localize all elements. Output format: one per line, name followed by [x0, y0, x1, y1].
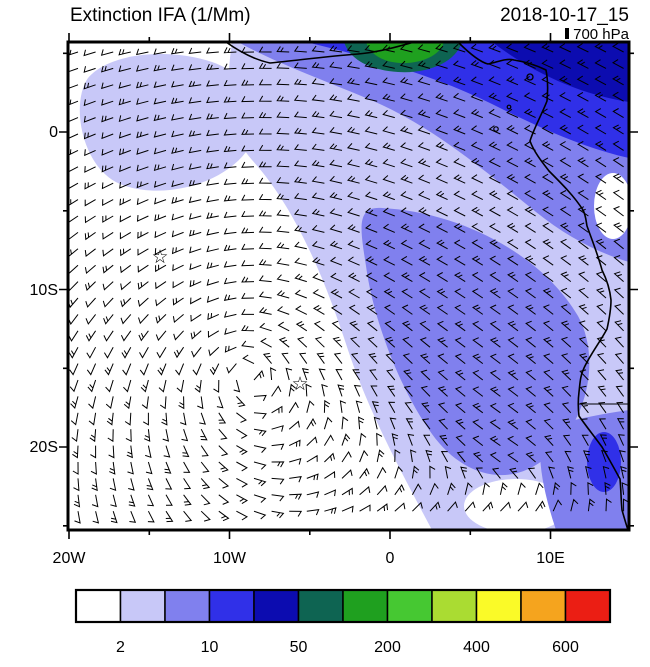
- axis-ticks: [59, 33, 638, 539]
- colorbar-label: 400: [463, 639, 490, 656]
- colorbar-cell: [431, 589, 478, 623]
- colorbar-label: 2: [116, 639, 125, 656]
- colorbar-label: 600: [552, 639, 579, 656]
- colorbar-label: 50: [290, 639, 308, 656]
- x-tick-label-20w: 20W: [53, 550, 87, 567]
- field-level-50-top-right: [492, 42, 629, 102]
- colorbar-cell: [520, 589, 567, 623]
- colorbar-cell: [564, 589, 611, 623]
- field-level-2-northwest-blob: [79, 54, 259, 191]
- field-clear-patch-south: [464, 479, 568, 530]
- x-tick-label-0: 0: [386, 550, 395, 567]
- island-bioko: [526, 73, 534, 81]
- marker-star-1: ☆: [151, 247, 168, 268]
- colorbar-cell: [386, 589, 433, 623]
- colorbar-cell: [342, 589, 389, 623]
- y-tick-label-10s: 10S: [30, 282, 58, 299]
- y-tick-label-0: 0: [49, 124, 58, 141]
- marker-star-2: ☆: [291, 374, 308, 395]
- map-frame: [66, 40, 631, 532]
- colorbar-cell: [253, 589, 300, 623]
- colorbar-cell: [75, 589, 122, 623]
- x-tick-label-10e: 10E: [536, 550, 564, 567]
- colorbar-cell: [475, 589, 522, 623]
- colorbar-cell: [208, 589, 255, 623]
- colorbar: 2 10 50 200 400 600: [74, 588, 612, 656]
- plot-datetime: 2018-10-17_15: [500, 5, 629, 26]
- island-sao-tome: [493, 126, 499, 132]
- pressure-level-label: 700 hPa: [573, 26, 630, 43]
- level-marker-icon: [565, 28, 569, 39]
- y-tick-label-20s: 20S: [30, 439, 58, 456]
- colorbar-cell: [164, 589, 211, 623]
- colorbar-label: 10: [201, 639, 219, 656]
- island-principe: [506, 104, 512, 110]
- x-tick-label-10w: 10W: [213, 550, 247, 567]
- wind-barb-layer: [68, 42, 629, 524]
- colorbar-outline: [74, 588, 612, 624]
- plot-title: Extinction IFA (1/Mm): [70, 5, 251, 26]
- colorbar-cell: [119, 589, 166, 623]
- wind-barbs: [68, 42, 629, 524]
- colorbar-label: 200: [374, 639, 401, 656]
- colorbar-cell: [297, 589, 344, 623]
- field-level-20-coastal-patch: [587, 432, 621, 492]
- field-clear-patch-land: [594, 173, 629, 239]
- coastline: [225, 42, 629, 530]
